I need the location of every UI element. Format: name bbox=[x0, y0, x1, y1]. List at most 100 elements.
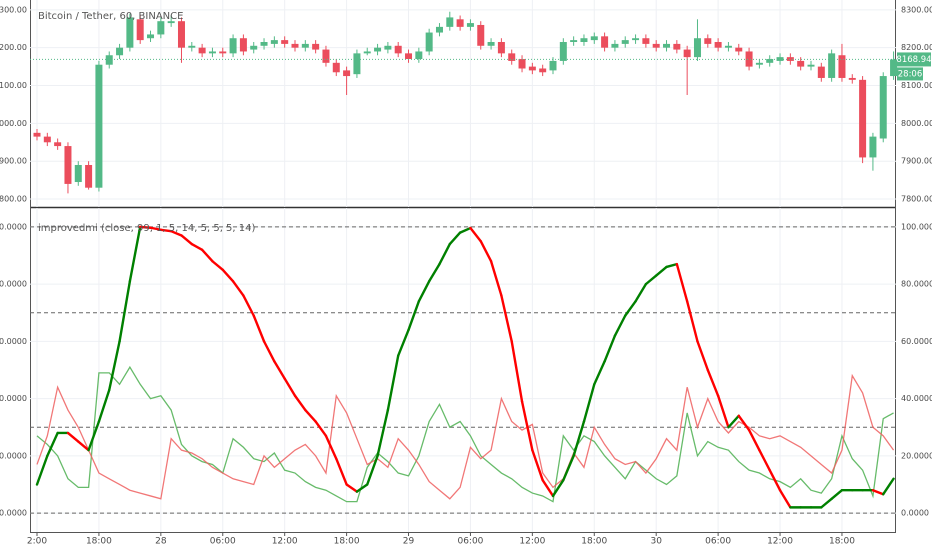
candle-body bbox=[838, 55, 846, 78]
candle-body bbox=[126, 17, 134, 48]
imi-segment bbox=[747, 428, 761, 452]
candle-body bbox=[755, 62, 763, 65]
imi-segment bbox=[882, 477, 895, 496]
y-tick-label-right: 0.0000 bbox=[901, 509, 929, 518]
candle-body bbox=[890, 59, 898, 77]
candle-body bbox=[435, 26, 443, 33]
candle-body bbox=[683, 49, 691, 58]
candle-body bbox=[425, 32, 433, 52]
x-tick-label: 06:00 bbox=[210, 537, 236, 547]
candle-body bbox=[611, 43, 619, 48]
y-tick-label-left: 8300.00 bbox=[0, 5, 27, 14]
y-tick-label-left: 8000.00 bbox=[0, 119, 27, 128]
imi-segment bbox=[665, 262, 679, 269]
imi-segment bbox=[417, 280, 431, 303]
candle-body bbox=[260, 42, 268, 46]
x-tick-label: 18:00 bbox=[334, 537, 360, 547]
last-price-box bbox=[897, 52, 931, 67]
imi-segment bbox=[252, 314, 266, 343]
imi-segment bbox=[624, 300, 637, 317]
imi-segment bbox=[551, 478, 565, 498]
candle-body bbox=[312, 43, 320, 50]
imi-segment bbox=[180, 234, 194, 246]
imi-segment bbox=[696, 340, 709, 372]
imi-segment bbox=[87, 420, 101, 452]
imi-segment bbox=[345, 483, 359, 493]
candle-body bbox=[518, 59, 526, 69]
imi-segment bbox=[221, 268, 235, 283]
imi-segment bbox=[706, 368, 720, 397]
imi-segment bbox=[366, 454, 379, 486]
candle-body bbox=[116, 47, 124, 56]
imi-segment bbox=[262, 340, 276, 363]
candle-body bbox=[446, 17, 454, 27]
imi-segment bbox=[314, 420, 328, 438]
candle-body bbox=[559, 42, 567, 61]
imi-segment bbox=[531, 448, 544, 482]
imi-segment bbox=[634, 282, 648, 303]
candle-body bbox=[291, 43, 299, 48]
candle-body bbox=[456, 19, 464, 27]
imi-segment bbox=[273, 360, 286, 380]
candle-body bbox=[353, 53, 361, 75]
y-tick-label-left: 0.0000 bbox=[0, 509, 27, 518]
candle-body bbox=[580, 38, 588, 43]
imi-segment bbox=[582, 383, 596, 423]
candle-body bbox=[33, 132, 41, 137]
candle-body bbox=[724, 45, 732, 48]
imi-segment bbox=[35, 454, 49, 486]
imi-segment bbox=[562, 454, 575, 482]
candle-body bbox=[394, 45, 402, 54]
candle-body bbox=[848, 77, 856, 80]
imi-segment bbox=[190, 242, 204, 251]
imi-segment bbox=[335, 457, 348, 486]
imi-segment bbox=[108, 340, 121, 392]
candle-body bbox=[477, 24, 485, 46]
candle-body bbox=[95, 64, 103, 188]
candle-body bbox=[621, 40, 629, 44]
candle-body bbox=[64, 146, 72, 184]
imi-segment bbox=[489, 260, 503, 297]
candle-body bbox=[208, 51, 216, 54]
x-tick-label: 18:00 bbox=[581, 537, 607, 547]
candle-body bbox=[642, 38, 650, 44]
candle-body bbox=[239, 38, 247, 52]
imi-segment bbox=[768, 468, 782, 492]
y-tick-label-right: 8000.00 bbox=[901, 119, 932, 128]
imi-segment bbox=[510, 340, 524, 403]
y-tick-label-left: 80.0000 bbox=[0, 280, 27, 289]
imi-segment bbox=[159, 228, 173, 233]
imi-segment bbox=[603, 334, 617, 363]
imi-segment bbox=[593, 360, 606, 386]
imi-segment bbox=[77, 440, 90, 452]
candle-body bbox=[43, 136, 51, 143]
candle-body bbox=[704, 38, 712, 44]
x-tick-label: 30 bbox=[650, 537, 662, 547]
candle-body bbox=[828, 53, 836, 78]
x-tick-label: 12:00 bbox=[272, 537, 298, 547]
imi-segment bbox=[242, 294, 255, 317]
candle-body bbox=[714, 42, 722, 48]
imi-segment bbox=[231, 280, 245, 297]
candle-body bbox=[54, 142, 62, 147]
imi-segment bbox=[613, 314, 627, 337]
candle-body bbox=[797, 60, 805, 67]
candle-body bbox=[879, 76, 887, 139]
imi-segment bbox=[520, 400, 534, 452]
imi-segment bbox=[572, 420, 586, 458]
imi-segment bbox=[46, 431, 59, 458]
y-tick-label-left: 20.0000 bbox=[0, 451, 27, 460]
candle-body bbox=[322, 49, 330, 63]
imi-segment bbox=[283, 377, 297, 397]
imi-segment bbox=[500, 294, 513, 343]
imi-segment bbox=[407, 300, 421, 332]
imi-segment bbox=[211, 260, 224, 272]
candle-body bbox=[466, 23, 474, 27]
countdown-label: 28:06 bbox=[898, 69, 923, 79]
y-tick-label-left: 40.0000 bbox=[0, 394, 27, 403]
imi-segment bbox=[397, 328, 410, 357]
candle-body bbox=[229, 38, 237, 54]
candle-body bbox=[601, 36, 609, 48]
candle-body bbox=[859, 79, 867, 158]
